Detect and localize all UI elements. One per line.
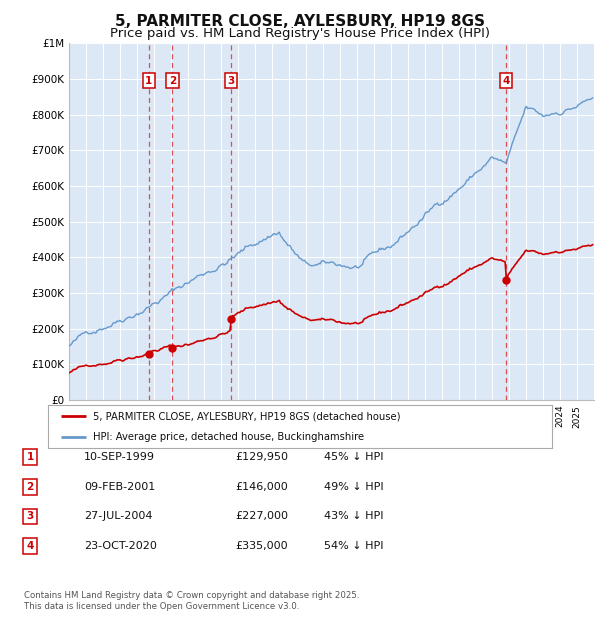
Text: 23-OCT-2020: 23-OCT-2020 — [84, 541, 157, 551]
Text: 3: 3 — [227, 76, 235, 86]
Text: £227,000: £227,000 — [235, 512, 288, 521]
Text: £335,000: £335,000 — [235, 541, 288, 551]
Text: 2: 2 — [26, 482, 34, 492]
Text: 5, PARMITER CLOSE, AYLESBURY, HP19 8GS (detached house): 5, PARMITER CLOSE, AYLESBURY, HP19 8GS (… — [94, 412, 401, 422]
Text: £146,000: £146,000 — [235, 482, 288, 492]
Text: 4: 4 — [26, 541, 34, 551]
Text: 1: 1 — [145, 76, 152, 86]
Text: 10-SEP-1999: 10-SEP-1999 — [84, 452, 155, 462]
Text: 27-JUL-2004: 27-JUL-2004 — [84, 512, 152, 521]
Text: HPI: Average price, detached house, Buckinghamshire: HPI: Average price, detached house, Buck… — [94, 432, 364, 441]
Text: Contains HM Land Registry data © Crown copyright and database right 2025.
This d: Contains HM Land Registry data © Crown c… — [24, 591, 359, 611]
Text: 43% ↓ HPI: 43% ↓ HPI — [324, 512, 383, 521]
Text: £129,950: £129,950 — [235, 452, 288, 462]
Text: 5, PARMITER CLOSE, AYLESBURY, HP19 8GS: 5, PARMITER CLOSE, AYLESBURY, HP19 8GS — [115, 14, 485, 29]
Text: 49% ↓ HPI: 49% ↓ HPI — [324, 482, 383, 492]
Text: 45% ↓ HPI: 45% ↓ HPI — [324, 452, 383, 462]
Text: Price paid vs. HM Land Registry's House Price Index (HPI): Price paid vs. HM Land Registry's House … — [110, 27, 490, 40]
Text: 1: 1 — [26, 452, 34, 462]
Text: 2: 2 — [169, 76, 176, 86]
Text: 3: 3 — [26, 512, 34, 521]
Text: 4: 4 — [502, 76, 510, 86]
Text: 09-FEB-2001: 09-FEB-2001 — [84, 482, 155, 492]
Text: 54% ↓ HPI: 54% ↓ HPI — [324, 541, 383, 551]
